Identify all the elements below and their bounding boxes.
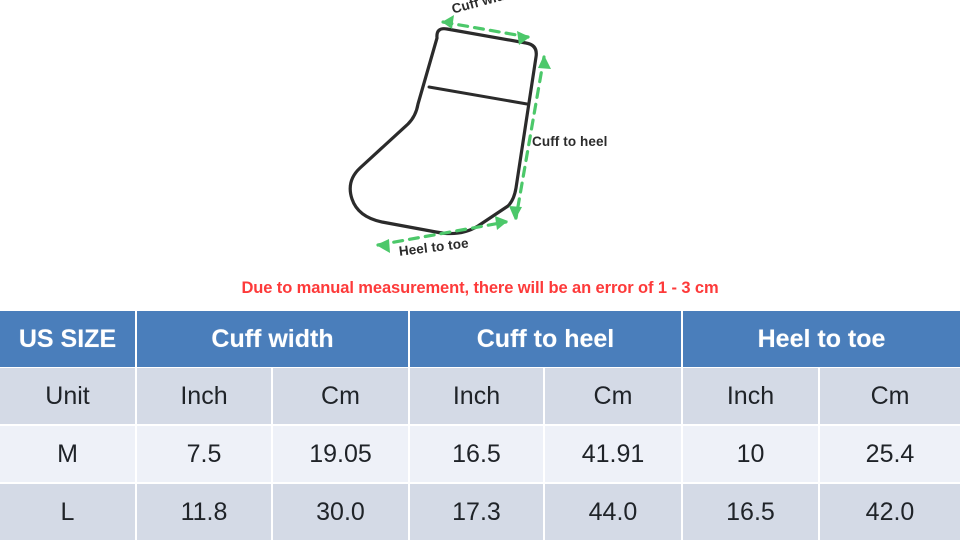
stocking-diagram: Cuff width Cuff to heel Heel to toe: [348, 0, 608, 259]
unit-cell-cuff-width-cm: Cm: [273, 368, 410, 426]
row-l-heel-to-toe-cm: 42.0: [820, 484, 960, 540]
unit-cell-label: Unit: [0, 368, 137, 426]
row-l-size: L: [0, 484, 137, 540]
header-heel-to-toe: Heel to toe: [683, 311, 960, 368]
row-l-heel-to-toe-inch: 16.5: [683, 484, 820, 540]
header-cuff-to-heel: Cuff to heel: [410, 311, 683, 368]
row-l-cuff-width-inch: 11.8: [137, 484, 273, 540]
row-m-cuff-to-heel-inch: 16.5: [410, 426, 545, 484]
unit-cell-cuff-to-heel-cm: Cm: [545, 368, 683, 426]
table-row: L 11.8 30.0 17.3 44.0 16.5 42.0: [0, 484, 960, 540]
table-row: M 7.5 19.05 16.5 41.91 10 25.4: [0, 426, 960, 484]
size-chart-table: US SIZE Cuff width Cuff to heel Heel to …: [0, 311, 960, 540]
heel-to-toe-arrow: [376, 216, 508, 253]
row-m-cuff-width-cm: 19.05: [273, 426, 410, 484]
header-us-size: US SIZE: [0, 311, 137, 368]
header-cuff-width: Cuff width: [137, 311, 410, 368]
diagram-label-cuff-to-heel: Cuff to heel: [532, 134, 608, 149]
cuff-to-heel-arrow: [509, 55, 551, 220]
cuff-width-arrow: [441, 15, 530, 45]
stocking-illustration: [348, 15, 551, 253]
row-m-size: M: [0, 426, 137, 484]
table-row-unit: Unit Inch Cm Inch Cm Inch Cm: [0, 368, 960, 426]
unit-cell-cuff-to-heel-inch: Inch: [410, 368, 545, 426]
row-m-cuff-width-inch: 7.5: [137, 426, 273, 484]
row-m-heel-to-toe-cm: 25.4: [820, 426, 960, 484]
row-m-heel-to-toe-inch: 10: [683, 426, 820, 484]
table-header-row: US SIZE Cuff width Cuff to heel Heel to …: [0, 311, 960, 368]
cuff-band-line: [427, 85, 529, 106]
measurement-error-note: Due to manual measurement, there will be…: [241, 279, 719, 297]
unit-cell-cuff-width-inch: Inch: [137, 368, 273, 426]
unit-cell-heel-to-toe-cm: Cm: [820, 368, 960, 426]
stocking-outline: [348, 27, 538, 236]
row-l-cuff-to-heel-cm: 44.0: [545, 484, 683, 540]
unit-cell-heel-to-toe-inch: Inch: [683, 368, 820, 426]
row-l-cuff-width-cm: 30.0: [273, 484, 410, 540]
row-m-cuff-to-heel-cm: 41.91: [545, 426, 683, 484]
row-l-cuff-to-heel-inch: 17.3: [410, 484, 545, 540]
